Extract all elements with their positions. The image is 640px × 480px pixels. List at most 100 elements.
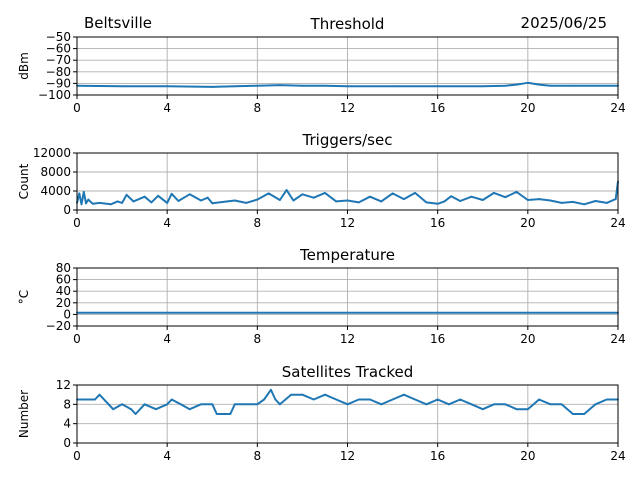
data-point xyxy=(301,393,304,396)
chart-panel-2: 0 4 8 12 16 20 24 0 4000 8000 12000 Triggers/sec Cou… xyxy=(17,131,626,230)
data-point xyxy=(233,199,236,202)
data-point xyxy=(278,403,281,406)
data-point xyxy=(324,192,326,194)
y-tick-label: 8 xyxy=(63,397,71,411)
data-point xyxy=(481,199,484,201)
data-point xyxy=(301,193,304,196)
data-point xyxy=(572,201,574,203)
x-tick-label: 12 xyxy=(340,332,355,346)
chart-title: Triggers/sec xyxy=(302,131,393,149)
data-point xyxy=(78,192,81,195)
x-tick-label: 0 xyxy=(73,449,81,463)
data-point xyxy=(274,398,277,401)
data-point xyxy=(125,193,128,196)
chart-title: Threshold xyxy=(310,15,385,33)
data-point xyxy=(526,408,529,411)
data-point xyxy=(157,194,160,197)
data-point xyxy=(229,413,232,415)
data-point xyxy=(188,408,191,411)
x-tick-label: 4 xyxy=(163,216,171,230)
data-point xyxy=(256,84,259,87)
data-point xyxy=(98,393,101,396)
x-tick-label: 24 xyxy=(610,332,625,346)
data-point xyxy=(94,398,96,401)
data-point xyxy=(614,198,617,200)
data-point xyxy=(605,201,608,204)
data-point xyxy=(391,192,394,195)
x-tick-label: 4 xyxy=(163,332,171,346)
date-label: 2025/06/25 xyxy=(521,14,607,32)
x-tick-label: 24 xyxy=(610,449,625,463)
chart-title: Temperature xyxy=(299,246,395,264)
y-tick-label: 0 xyxy=(63,307,71,321)
data-point xyxy=(481,85,484,88)
data-point xyxy=(436,202,439,205)
chart-title: Satellites Tracked xyxy=(282,363,413,381)
y-tick-label: 60 xyxy=(56,273,71,287)
y-tick-label: 12000 xyxy=(33,146,71,160)
data-point xyxy=(267,192,270,195)
data-point xyxy=(301,84,304,87)
data-point xyxy=(369,195,371,198)
data-point xyxy=(143,195,146,198)
data-point xyxy=(177,200,180,202)
data-point xyxy=(335,398,338,401)
data-point xyxy=(132,200,135,203)
data-point xyxy=(526,81,529,84)
data-point xyxy=(278,84,281,87)
y-axis-label: Count xyxy=(17,163,31,199)
x-tick-label: 20 xyxy=(520,101,535,115)
data-point xyxy=(391,85,394,88)
data-point xyxy=(357,201,360,204)
data-point xyxy=(324,393,326,396)
y-tick-label: −20 xyxy=(46,319,71,333)
data-point xyxy=(200,403,202,406)
y-tick-label: 12 xyxy=(56,378,71,392)
data-point xyxy=(256,403,259,406)
y-tick-label: −70 xyxy=(46,53,71,67)
data-point xyxy=(549,199,552,202)
x-tick-label: 12 xyxy=(340,101,355,115)
data-point xyxy=(583,203,586,206)
data-point xyxy=(436,85,439,88)
data-point xyxy=(515,408,518,411)
data-point xyxy=(85,202,87,205)
data-point xyxy=(130,408,133,411)
data-point xyxy=(380,200,383,203)
data-point xyxy=(346,199,349,202)
data-point xyxy=(233,85,236,88)
data-point xyxy=(263,398,265,401)
data-point xyxy=(504,84,507,87)
data-point xyxy=(538,398,541,401)
y-tick-label: 4000 xyxy=(40,184,71,198)
x-tick-label: 8 xyxy=(254,216,262,230)
x-tick-label: 0 xyxy=(73,101,81,115)
x-tick-label: 4 xyxy=(163,449,171,463)
data-point xyxy=(278,199,281,201)
data-point xyxy=(87,198,90,201)
data-point xyxy=(526,199,529,201)
data-point xyxy=(549,84,552,87)
data-point xyxy=(414,192,417,194)
data-point xyxy=(121,85,123,88)
data-point xyxy=(470,195,473,198)
data-point xyxy=(560,403,563,406)
y-tick-label: 0 xyxy=(63,436,71,450)
y-tick-label: 80 xyxy=(56,261,71,275)
y-tick-label: −50 xyxy=(46,30,71,44)
y-tick-label: −80 xyxy=(46,65,71,79)
data-point xyxy=(206,196,209,199)
data-point xyxy=(290,393,293,396)
data-point xyxy=(179,403,182,406)
data-point xyxy=(402,198,405,200)
chart-panel-4: 0 4 8 12 16 20 24 0 4 8 12 Satellites Tracked Number xyxy=(17,363,626,463)
data-point xyxy=(150,201,153,204)
data-point xyxy=(335,200,338,203)
data-point xyxy=(200,199,202,202)
data-point xyxy=(391,398,394,401)
data-point xyxy=(504,403,507,406)
data-point xyxy=(91,202,94,205)
data-point xyxy=(211,202,214,205)
data-point xyxy=(346,403,349,406)
